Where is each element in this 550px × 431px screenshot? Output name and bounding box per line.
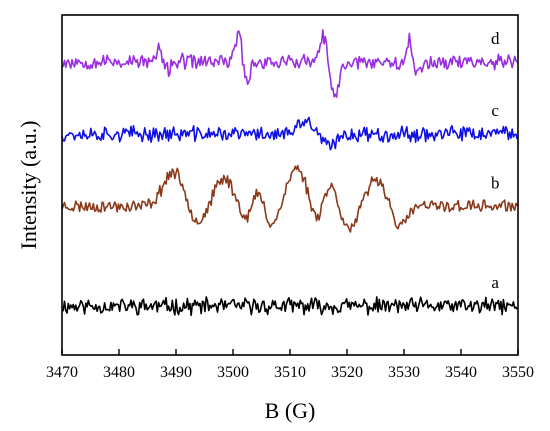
x-ticks-group: 3470 3480 3490 3500 3510 3520 3530 3540 3550 [46,349,534,381]
trace-label-c: c [491,101,499,120]
x-tick-label-3530: 3530 [388,364,420,381]
series-line-b [61,164,518,233]
x-tick-label-3470: 3470 [46,364,78,381]
trace-label-d: d [491,29,500,48]
series-line-d [61,29,518,98]
x-tick-label-3490: 3490 [160,364,192,381]
x-tick-label-3540: 3540 [445,364,477,381]
series-line-a [61,296,518,317]
trace-label-a: a [491,273,499,292]
x-tick-label-3550: 3550 [502,364,534,381]
x-tick-label-3500: 3500 [217,364,249,381]
traces-group [61,29,518,317]
trace-labels-group: a b c d [491,29,500,292]
series-line-c [61,116,518,151]
x-tick-label-3520: 3520 [331,364,363,381]
trace-label-b: b [491,173,500,192]
x-tick-label-3480: 3480 [103,364,135,381]
x-axis-title: B (G) [265,398,316,423]
y-axis-title: Intensity (a.u.) [16,121,41,250]
x-tick-label-3510: 3510 [274,364,306,381]
